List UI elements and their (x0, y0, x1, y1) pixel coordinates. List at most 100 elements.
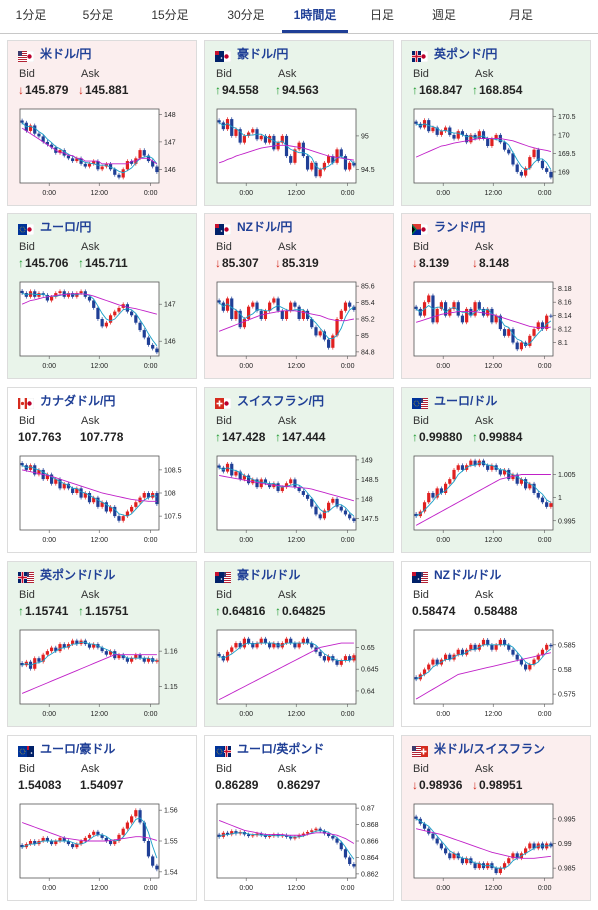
candle-body (322, 162, 327, 170)
pair-name[interactable]: ユーロ/英ポンド (237, 742, 325, 756)
rate-card[interactable]: NZドル/ドル Bid Ask 0.58474 0.58488 0.585 0.58 0.57… (401, 561, 591, 727)
candle-body (498, 639, 502, 645)
candlestick-chart[interactable]: 0.65 0.645 0.64 0:00 12:00 0:00 (216, 628, 386, 718)
candle-body (335, 149, 339, 163)
bid-value-group: ↑0.99880 (412, 430, 462, 444)
rate-card[interactable]: 米ドル/円 Bid Ask ↓145.879 ↓145.881 148 147 146 0:00… (7, 40, 197, 206)
candlestick-chart[interactable]: 1.56 1.55 1.54 0:00 12:00 0:00 (19, 802, 189, 892)
tab-4[interactable]: 1時間足 (282, 0, 348, 33)
pair-name[interactable]: ランド/円 (434, 220, 486, 234)
pair-name[interactable]: 英ポンド/円 (434, 47, 498, 61)
candlestick-chart[interactable]: 170.5 170 169.5 169 0:00 12:00 0:00 (413, 107, 583, 197)
chart-plot-area (19, 108, 160, 184)
pair-name[interactable]: NZドル/ドル (434, 568, 502, 582)
tab-5[interactable]: 日足 (369, 8, 394, 22)
candle-body (481, 308, 486, 316)
rate-card[interactable]: スイスフラン/円 Bid Ask ↑147.428 ↑147.444 149 148.5 14… (204, 387, 394, 553)
candle-body (465, 134, 469, 143)
candle-body (280, 310, 284, 319)
pair-name[interactable]: 米ドル/円 (40, 47, 92, 61)
candlestick-chart[interactable]: 148 147 146 0:00 12:00 0:00 (19, 107, 189, 197)
candle-body (343, 849, 348, 858)
candle-body (305, 494, 310, 499)
pair-name[interactable]: カナダドル/円 (40, 394, 116, 408)
pair-name[interactable]: NZドル/円 (237, 220, 293, 234)
candlestick-chart[interactable]: 0.87 0.868 0.866 0.864 0.862 0:00 12:00 0:00 (216, 802, 386, 892)
pair-name[interactable]: 米ドル/スイスフラン (434, 742, 545, 756)
candle-body (448, 308, 452, 316)
tab-2[interactable]: 15分足 (151, 8, 189, 22)
candle-body (276, 483, 280, 492)
candle-body (66, 155, 71, 159)
arrow-up-icon: ↑ (472, 430, 478, 444)
pair-name[interactable]: ユーロ/豪ドル (40, 742, 116, 756)
y-tick-label: 0.99 (558, 841, 572, 848)
bid-label: Bid (19, 68, 35, 80)
rate-card[interactable]: ユーロ/英ポンド Bid Ask 0.86289 0.86297 0.87 0.868 0.8… (204, 735, 394, 901)
tab-7[interactable]: 月足 (508, 8, 533, 22)
candle-body (524, 479, 528, 489)
candle-body (536, 322, 540, 330)
candlestick-chart[interactable]: 95 94.5 0:00 12:00 0:00 (216, 107, 386, 197)
rate-card[interactable]: ユーロ/ドル Bid Ask ↑0.99880 ↑0.99884 1.005 1 0.995 0… (401, 387, 591, 553)
bid-value: 168.847 (419, 83, 463, 97)
y-tick-label: 0.985 (558, 866, 576, 873)
candle-body (62, 483, 66, 489)
candle-body (473, 134, 477, 139)
ma-short-line (415, 644, 552, 680)
candle-body (498, 469, 502, 475)
rate-card[interactable]: ユーロ/円 Bid Ask ↑145.706 ↑145.711 147 146 0:00 12:… (7, 213, 197, 379)
candle-body (246, 834, 251, 837)
bid-value-group: 1.54083 (18, 778, 61, 792)
pair-name[interactable]: 英ポンド/ドル (40, 568, 116, 582)
ask-label: Ask (278, 415, 297, 427)
candlestick-chart[interactable]: 8.18 8.16 8.14 8.12 8.1 0:00 12:00 0:00 (413, 280, 583, 370)
rate-card[interactable]: NZドル/円 Bid Ask ↓85.307 ↓85.319 85.6 85.4 85.2 85… (204, 213, 394, 379)
candle-body (58, 837, 62, 841)
candle-body (331, 335, 335, 348)
pair-name[interactable]: 豪ドル/ドル (237, 568, 301, 582)
pair-name[interactable]: ユーロ/円 (40, 220, 92, 234)
candle-body (477, 863, 481, 869)
candlestick-chart[interactable]: 1.16 1.15 0:00 12:00 0:00 (19, 628, 189, 718)
candlestick-chart[interactable]: 147 146 0:00 12:00 0:00 (19, 280, 189, 370)
pair-name[interactable]: スイスフラン/円 (237, 394, 324, 408)
candlestick-chart[interactable]: 0.585 0.58 0.575 0:00 12:00 0:00 (413, 628, 583, 718)
candlestick-chart[interactable]: 108.5 108 107.5 0:00 12:00 0:00 (19, 454, 189, 544)
rate-card[interactable]: 米ドル/スイスフラン Bid Ask ↓0.98936 ↓0.98951 0.995 0.9… (401, 735, 591, 901)
rate-card[interactable]: ユーロ/豪ドル Bid Ask 1.54083 1.54097 1.56 1.55 1.54 0… (7, 735, 197, 901)
candlestick-chart[interactable]: 1.005 1 0.995 0:00 12:00 0:00 (413, 454, 583, 544)
pair-name[interactable]: ユーロ/ドル (434, 394, 498, 408)
tab-0[interactable]: 1分足 (15, 8, 47, 22)
candle-body (331, 156, 335, 163)
candle-body (58, 150, 62, 153)
candlestick-chart[interactable]: 0.995 0.99 0.985 0:00 12:00 0:00 (413, 802, 583, 892)
candle-body (155, 493, 159, 505)
ask-label: Ask (81, 241, 100, 253)
candlestick-chart[interactable]: 85.6 85.4 85.2 85 84.8 0:00 12:00 0:00 (216, 280, 386, 370)
x-tick-label: 12:00 (90, 363, 108, 370)
pair-name[interactable]: 豪ドル/円 (237, 47, 289, 61)
bid-label: Bid (413, 241, 429, 253)
x-tick-label: 12:00 (484, 537, 502, 544)
rate-card[interactable]: 豪ドル/ドル Bid Ask ↑0.64816 ↑0.64825 0.65 0.645 0.6… (204, 561, 394, 727)
tab-3[interactable]: 30分足 (227, 8, 265, 22)
tab-6[interactable]: 週足 (431, 8, 456, 22)
candlestick-chart[interactable]: 149 148.5 148 147.5 0:00 12:00 0:00 (216, 454, 386, 544)
bid-value-group: ↓145.879 (18, 83, 68, 97)
candle-body (268, 302, 272, 311)
candle-body (540, 497, 545, 503)
candle-body (502, 639, 507, 645)
bid-value: 145.706 (25, 256, 69, 270)
candle-body (318, 169, 322, 177)
rate-card[interactable]: 英ポンド/円 Bid Ask ↑168.847 ↑168.854 170.5 170 169.… (401, 40, 591, 206)
candle-body (276, 298, 280, 311)
candle-body (75, 844, 79, 848)
rate-card[interactable]: 英ポンド/ドル Bid Ask ↑1.15741 ↑1.15751 1.16 1.15 0:0… (7, 561, 197, 727)
ask-value: 145.711 (85, 256, 128, 270)
rate-card[interactable]: ランド/円 Bid Ask ↓8.139 ↓8.148 8.18 8.16 8.14 8.12 8… (401, 213, 591, 379)
rate-card[interactable]: 豪ドル/円 Bid Ask ↑94.558 ↑94.563 95 94.5 0:00 12:00… (204, 40, 394, 206)
tab-1[interactable]: 5分足 (82, 8, 114, 22)
rate-card[interactable]: カナダドル/円 Bid Ask 107.763 107.778 108.5 108 107.5… (7, 387, 197, 553)
candle-body (511, 853, 515, 859)
